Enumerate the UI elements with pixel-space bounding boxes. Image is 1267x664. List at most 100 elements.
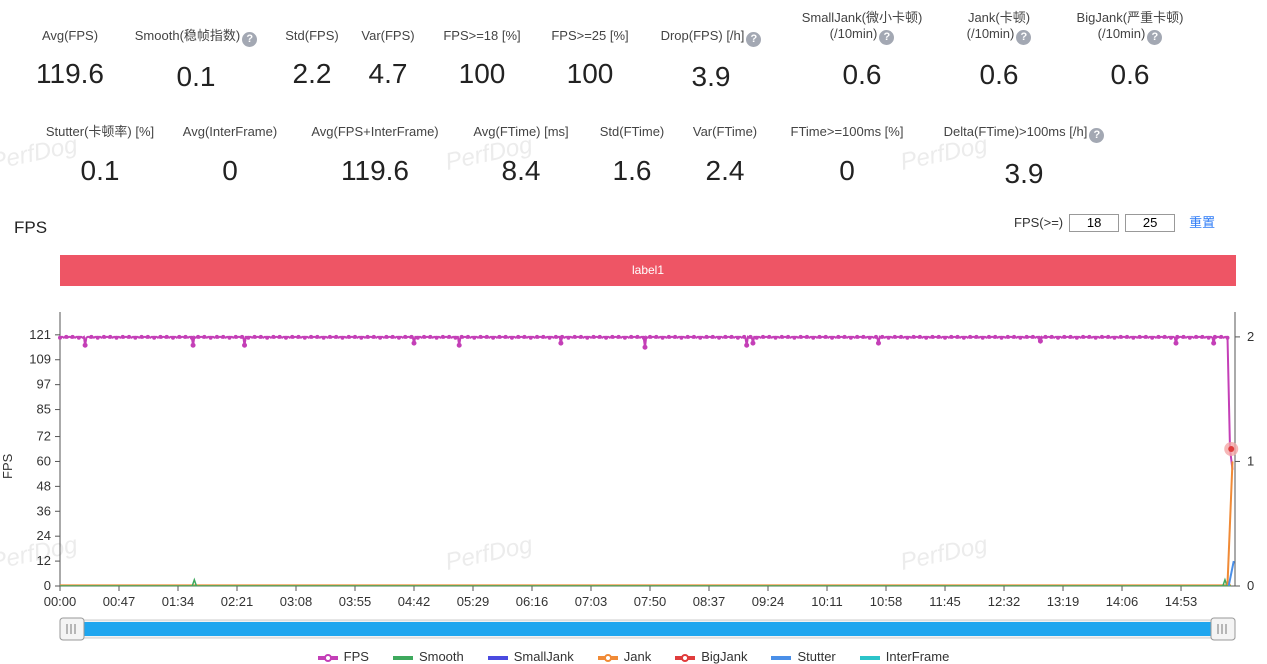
- legend-label: Stutter: [797, 649, 836, 664]
- fps-point: [886, 335, 891, 340]
- fps-point: [183, 334, 188, 339]
- legend-item[interactable]: SmallJank: [487, 649, 574, 664]
- fps-point: [422, 334, 427, 339]
- stat-label-text: FTime>=100ms [%]: [790, 124, 904, 139]
- legend-item[interactable]: Jank: [597, 649, 651, 664]
- fps-point: [302, 335, 307, 340]
- stat-block: Avg(InterFrame) 0: [130, 124, 330, 187]
- fps-dip-point: [190, 342, 196, 348]
- help-icon[interactable]: ?: [1089, 128, 1105, 143]
- fps-point: [666, 334, 671, 339]
- stat-value: 119.6: [36, 58, 104, 89]
- stat-label: SmallJank(微小卡顿) (/10min)?: [762, 10, 962, 45]
- stat-value: 8.4: [501, 155, 541, 186]
- stat-value: 100: [566, 58, 614, 89]
- fps-point: [258, 334, 263, 339]
- stat-label: Avg(InterFrame): [130, 124, 330, 140]
- fps-point: [742, 334, 747, 339]
- help-icon[interactable]: ?: [242, 32, 258, 47]
- reset-button[interactable]: 重置: [1189, 215, 1216, 230]
- stat-label: FPS>=25 [%]: [490, 28, 690, 44]
- zoom-handle-right[interactable]: [1210, 617, 1236, 641]
- stat-block: Drop(FPS) [/h]? 3.9: [611, 28, 811, 93]
- x-tick-label: 09:24: [752, 594, 785, 609]
- fps-dip-point: [456, 342, 462, 348]
- help-icon[interactable]: ?: [1016, 30, 1032, 45]
- y2-tick-label: 2: [1247, 329, 1254, 344]
- stat-block: Stutter(卡顿率) [%] 0.1: [0, 124, 200, 187]
- zoom-slider-range[interactable]: [72, 622, 1223, 636]
- fps-point: [823, 334, 828, 339]
- fps-point: [359, 335, 364, 340]
- fps-point: [1118, 334, 1123, 339]
- fps-point: [553, 334, 558, 339]
- fps-point: [89, 334, 94, 339]
- fps-point: [1194, 334, 1199, 339]
- help-icon[interactable]: ?: [1147, 30, 1163, 45]
- stat-value: 0: [222, 155, 238, 186]
- fps-point: [453, 335, 458, 340]
- fps-point: [503, 334, 508, 339]
- fps-point: [961, 335, 966, 340]
- stat-label-text: Avg(InterFrame): [182, 124, 278, 139]
- zoom-handle-left[interactable]: [59, 617, 85, 641]
- fps-point: [1219, 334, 1224, 339]
- stat-label: Stutter(卡顿率) [%]: [0, 124, 200, 140]
- threshold-label: FPS(>=): [1014, 215, 1064, 230]
- fps-point: [917, 334, 922, 339]
- label-band[interactable]: label1: [60, 255, 1236, 286]
- fps-point: [710, 334, 715, 339]
- x-tick-label: 00:47: [103, 594, 136, 609]
- fps-point: [986, 334, 991, 339]
- threshold-input-2[interactable]: [1125, 213, 1176, 232]
- fps-point: [754, 335, 759, 340]
- fps-point: [321, 335, 326, 340]
- fps-dip-point: [1037, 338, 1043, 344]
- fps-point: [58, 335, 62, 340]
- threshold-input-1[interactable]: [1069, 213, 1120, 232]
- stat-block: Avg(FTime) [ms] 8.4: [421, 124, 621, 187]
- stat-block: BigJank(严重卡顿) (/10min)? 0.6: [1030, 10, 1230, 91]
- fps-point: [1049, 334, 1054, 339]
- fps-point: [1024, 334, 1029, 339]
- stat-block: Avg(FPS+InterFrame) 119.6: [275, 124, 475, 187]
- fps-point: [817, 334, 822, 339]
- fps-point: [145, 334, 150, 339]
- stat-label-text: Std(FPS): [285, 28, 339, 43]
- legend-item[interactable]: Stutter: [771, 649, 836, 664]
- legend-item[interactable]: BigJank: [675, 649, 747, 664]
- fps-dip-point: [744, 342, 750, 348]
- legend-swatch-icon: [675, 653, 696, 662]
- smooth-spike: [191, 577, 198, 586]
- legend-item[interactable]: InterFrame: [859, 649, 949, 664]
- x-tick-label: 13:19: [1047, 594, 1080, 609]
- legend-item[interactable]: Smooth: [392, 649, 464, 664]
- legend-item[interactable]: FPS: [317, 649, 369, 664]
- fps-threshold-controls: FPS(>=) 重置: [1014, 212, 1215, 232]
- stat-label-text: Delta(FTime)>100ms [/h]: [943, 124, 1088, 139]
- help-icon[interactable]: ?: [746, 32, 762, 47]
- fps-point: [409, 334, 414, 339]
- stat-label-text: Avg(FPS): [41, 28, 99, 43]
- fps-point: [1062, 334, 1067, 339]
- stat-label: Var(FTime): [625, 124, 825, 140]
- stat-label: BigJank(严重卡顿) (/10min)?: [1030, 10, 1230, 45]
- stat-value: 0.6: [979, 59, 1019, 90]
- fps-point: [1018, 335, 1023, 340]
- fps-point: [472, 335, 477, 340]
- fps-point: [616, 334, 621, 339]
- fps-point: [277, 334, 282, 339]
- fps-point: [95, 335, 100, 340]
- legend-swatch-icon: [487, 655, 508, 660]
- stat-value: 4.7: [368, 58, 408, 89]
- fps-point: [560, 334, 565, 339]
- fps-point: [315, 334, 320, 339]
- stat-label-text: SmallJank(微小卡顿): [801, 10, 923, 25]
- fps-point: [836, 334, 841, 339]
- fps-point: [980, 335, 985, 340]
- fps-dip-point: [411, 340, 417, 346]
- help-icon[interactable]: ?: [879, 30, 895, 45]
- fps-dip-point: [750, 340, 756, 346]
- fps-point: [1143, 334, 1148, 339]
- legend: FPS Smooth SmallJank Jank BigJank Stutter Inte…: [0, 649, 1267, 664]
